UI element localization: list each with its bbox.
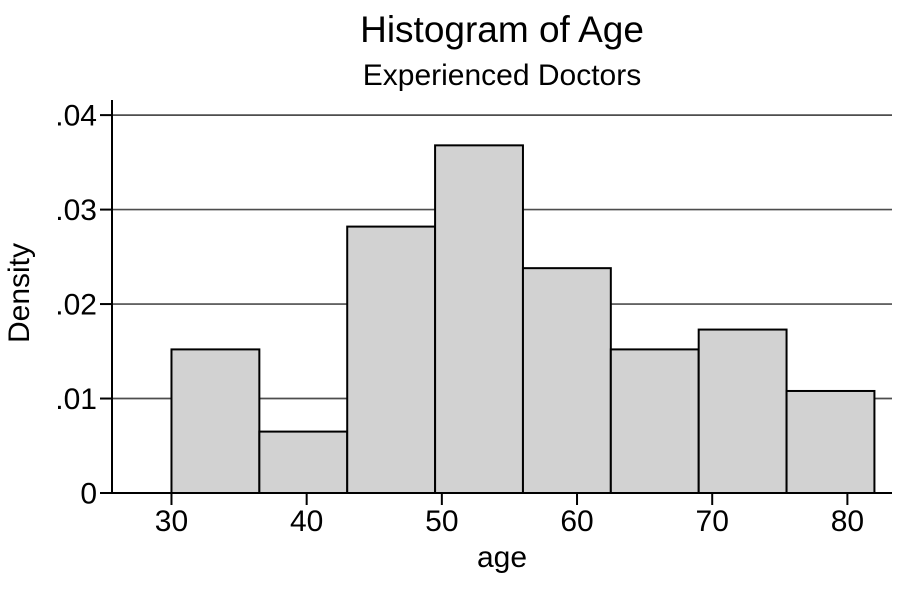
y-axis-ticks: 0 .01 .02 .03 .04 <box>55 100 112 511</box>
x-tick-label: 80 <box>831 505 864 538</box>
x-tick-label: 30 <box>155 505 188 538</box>
y-tick-label: .02 <box>55 289 97 322</box>
x-tick-label: 50 <box>425 505 458 538</box>
y-tick-label: .03 <box>55 194 97 227</box>
x-tick-label: 40 <box>290 505 323 538</box>
histogram-bar <box>521 267 612 494</box>
x-axis-label: age <box>477 541 527 574</box>
y-tick-label: 0 <box>80 478 97 511</box>
histogram-bar <box>697 328 788 494</box>
histogram-bar <box>346 225 437 494</box>
x-axis-ticks: 30 40 50 60 70 80 <box>155 493 864 538</box>
histogram-bar <box>609 348 700 494</box>
histogram-bar <box>170 348 261 494</box>
histogram-bar <box>785 389 876 495</box>
chart-subtitle: Experienced Doctors <box>363 59 641 92</box>
y-tick-label: .01 <box>55 383 97 416</box>
chart-title: Histogram of Age <box>360 9 644 50</box>
y-axis-label: Density <box>3 243 36 343</box>
histogram-bar <box>434 144 524 494</box>
histogram-bars <box>170 144 876 495</box>
y-tick-label: .04 <box>55 100 97 133</box>
histogram-bar <box>258 430 349 494</box>
x-tick-label: 70 <box>696 505 729 538</box>
x-tick-label: 60 <box>560 505 593 538</box>
axes <box>111 100 892 494</box>
